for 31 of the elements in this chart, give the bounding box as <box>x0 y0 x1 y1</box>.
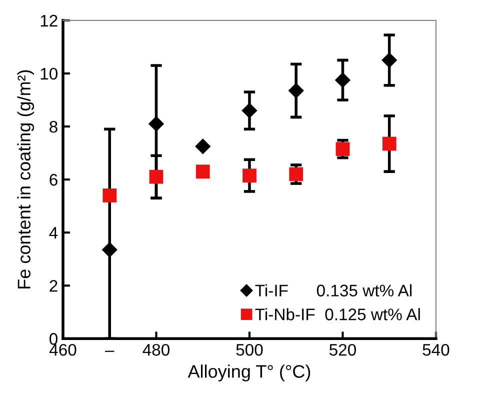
legend-label: Ti-IF 0.135 wt% Al <box>255 284 412 296</box>
x-tick-label: 460 <box>49 344 76 356</box>
point <box>149 170 164 184</box>
point <box>336 142 350 156</box>
point <box>335 72 350 88</box>
y-tick-label: 12 <box>40 14 58 26</box>
point <box>102 242 118 258</box>
point <box>289 167 304 182</box>
y-tick-label: 4 <box>49 227 58 239</box>
x-tick-label: 520 <box>329 344 356 356</box>
y-tick-label: 2 <box>50 280 58 292</box>
x-tick-label: 540 <box>422 344 450 356</box>
y-axis-title: Fe content in coating (g/m²) <box>17 70 34 288</box>
point <box>382 136 396 151</box>
y-tick-label: 6 <box>50 174 58 186</box>
y-tick-label: 10 <box>40 68 58 80</box>
point <box>288 83 304 98</box>
point <box>196 164 210 179</box>
x-axis-title: Alloying T° (°C) <box>188 364 310 382</box>
point <box>102 188 117 202</box>
legend-label: Ti-Nb-IF 0.125 wt% Al <box>255 308 420 320</box>
y-tick-label: 0 <box>50 333 58 345</box>
y-tick-label: 8 <box>50 120 58 133</box>
point <box>242 168 256 182</box>
point <box>195 138 210 154</box>
x-tick-label: 480 <box>142 344 170 356</box>
x-tick-label: 500 <box>236 344 263 356</box>
point <box>242 103 258 118</box>
point <box>148 116 164 132</box>
x-tick-label: – <box>104 350 114 352</box>
point <box>382 52 397 68</box>
